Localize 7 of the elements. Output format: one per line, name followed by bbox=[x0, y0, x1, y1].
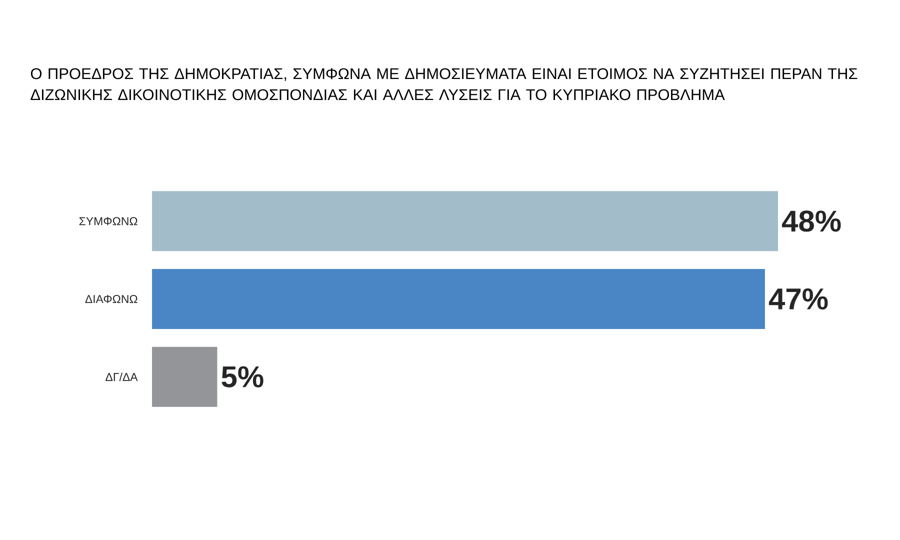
data-label: 48% bbox=[782, 210, 841, 232]
y-tick-label: ΔΙΑΦΩΝΩ bbox=[85, 294, 138, 304]
data-label: 47% bbox=[768, 288, 828, 310]
chart-title: Ο ΠΡΟΕΔΡΟΣ ΤΗΣ ΔΗΜΟΚΡΑΤΙΑΣ, ΣΥΜΦΩΝΑ ΜΕ ΔΗΜΟΣΙΕΥΜΑΤΑ ΕΙΝΑΙ ΕΤΟΙΜΟΣ ΝΑ ΣΥΖΗΤΗΣΕΙ ΠΕΡΑΝ ΤΗΣ ΔΙΖΩΝΙΚΗΣ ΔΙΚΟΙΝΟΤΙΚΗΣ ΟΜΟΣΠΟΝΔΙΑΣ ΚΑΙ ΑΛΛΕΣ ΛΥΣΕΙΣ ΓΙΑ ΤΟ ΚΥΠΡΙΑΚΟ ΠΡΟΒΛΗΜΑ bbox=[30, 68, 858, 100]
data-label: 5% bbox=[222, 366, 264, 388]
y-tick-label: ΔΓ/ΔΑ bbox=[106, 372, 138, 382]
y-tick-label: ΣΥΜΦΩΝΩ bbox=[79, 217, 138, 226]
